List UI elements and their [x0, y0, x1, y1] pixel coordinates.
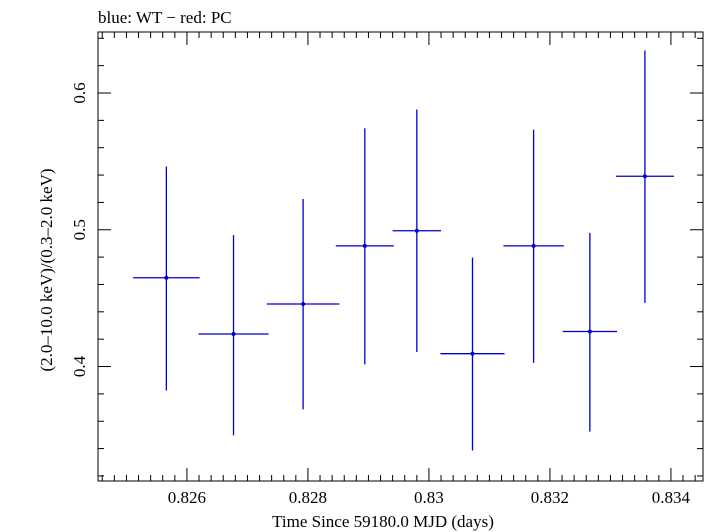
point-marker	[231, 331, 236, 336]
x-axis-label: Time Since 59180.0 MJD (days)	[272, 512, 494, 531]
x-tick-label: 0.826	[168, 488, 206, 507]
data-point	[503, 129, 564, 363]
axis-ticks: 0.826 0.828 0.83 0.832 0.834 0.4 0.5 0.6	[70, 32, 703, 507]
data-point	[440, 257, 505, 451]
x-tick-label: 0.832	[531, 488, 569, 507]
data-point	[266, 198, 340, 410]
data-series	[133, 50, 674, 451]
point-marker	[301, 302, 306, 307]
y-axis-label: (2.0–10.0 keV)/(0.3–2.0 keV)	[37, 168, 56, 371]
x-tick-label: 0.828	[289, 488, 327, 507]
x-tick-label: 0.834	[652, 488, 691, 507]
point-marker	[164, 275, 169, 280]
data-point	[133, 166, 200, 391]
plot-frame	[97, 31, 704, 482]
chart-title: blue: WT − red: PC	[98, 8, 232, 27]
point-marker	[414, 228, 419, 233]
point-marker	[362, 243, 367, 248]
point-marker	[587, 329, 592, 334]
x-tick-label: 0.83	[414, 488, 444, 507]
y-tick-label: 0.4	[70, 355, 89, 377]
point-marker	[470, 351, 475, 356]
point-marker	[531, 243, 536, 248]
data-point	[562, 232, 618, 432]
data-point	[198, 235, 269, 436]
point-marker	[642, 174, 647, 179]
y-tick-label: 0.6	[70, 82, 89, 103]
y-tick-label: 0.5	[70, 219, 89, 240]
data-point	[615, 50, 674, 303]
data-point	[335, 128, 394, 365]
data-point	[392, 109, 442, 353]
